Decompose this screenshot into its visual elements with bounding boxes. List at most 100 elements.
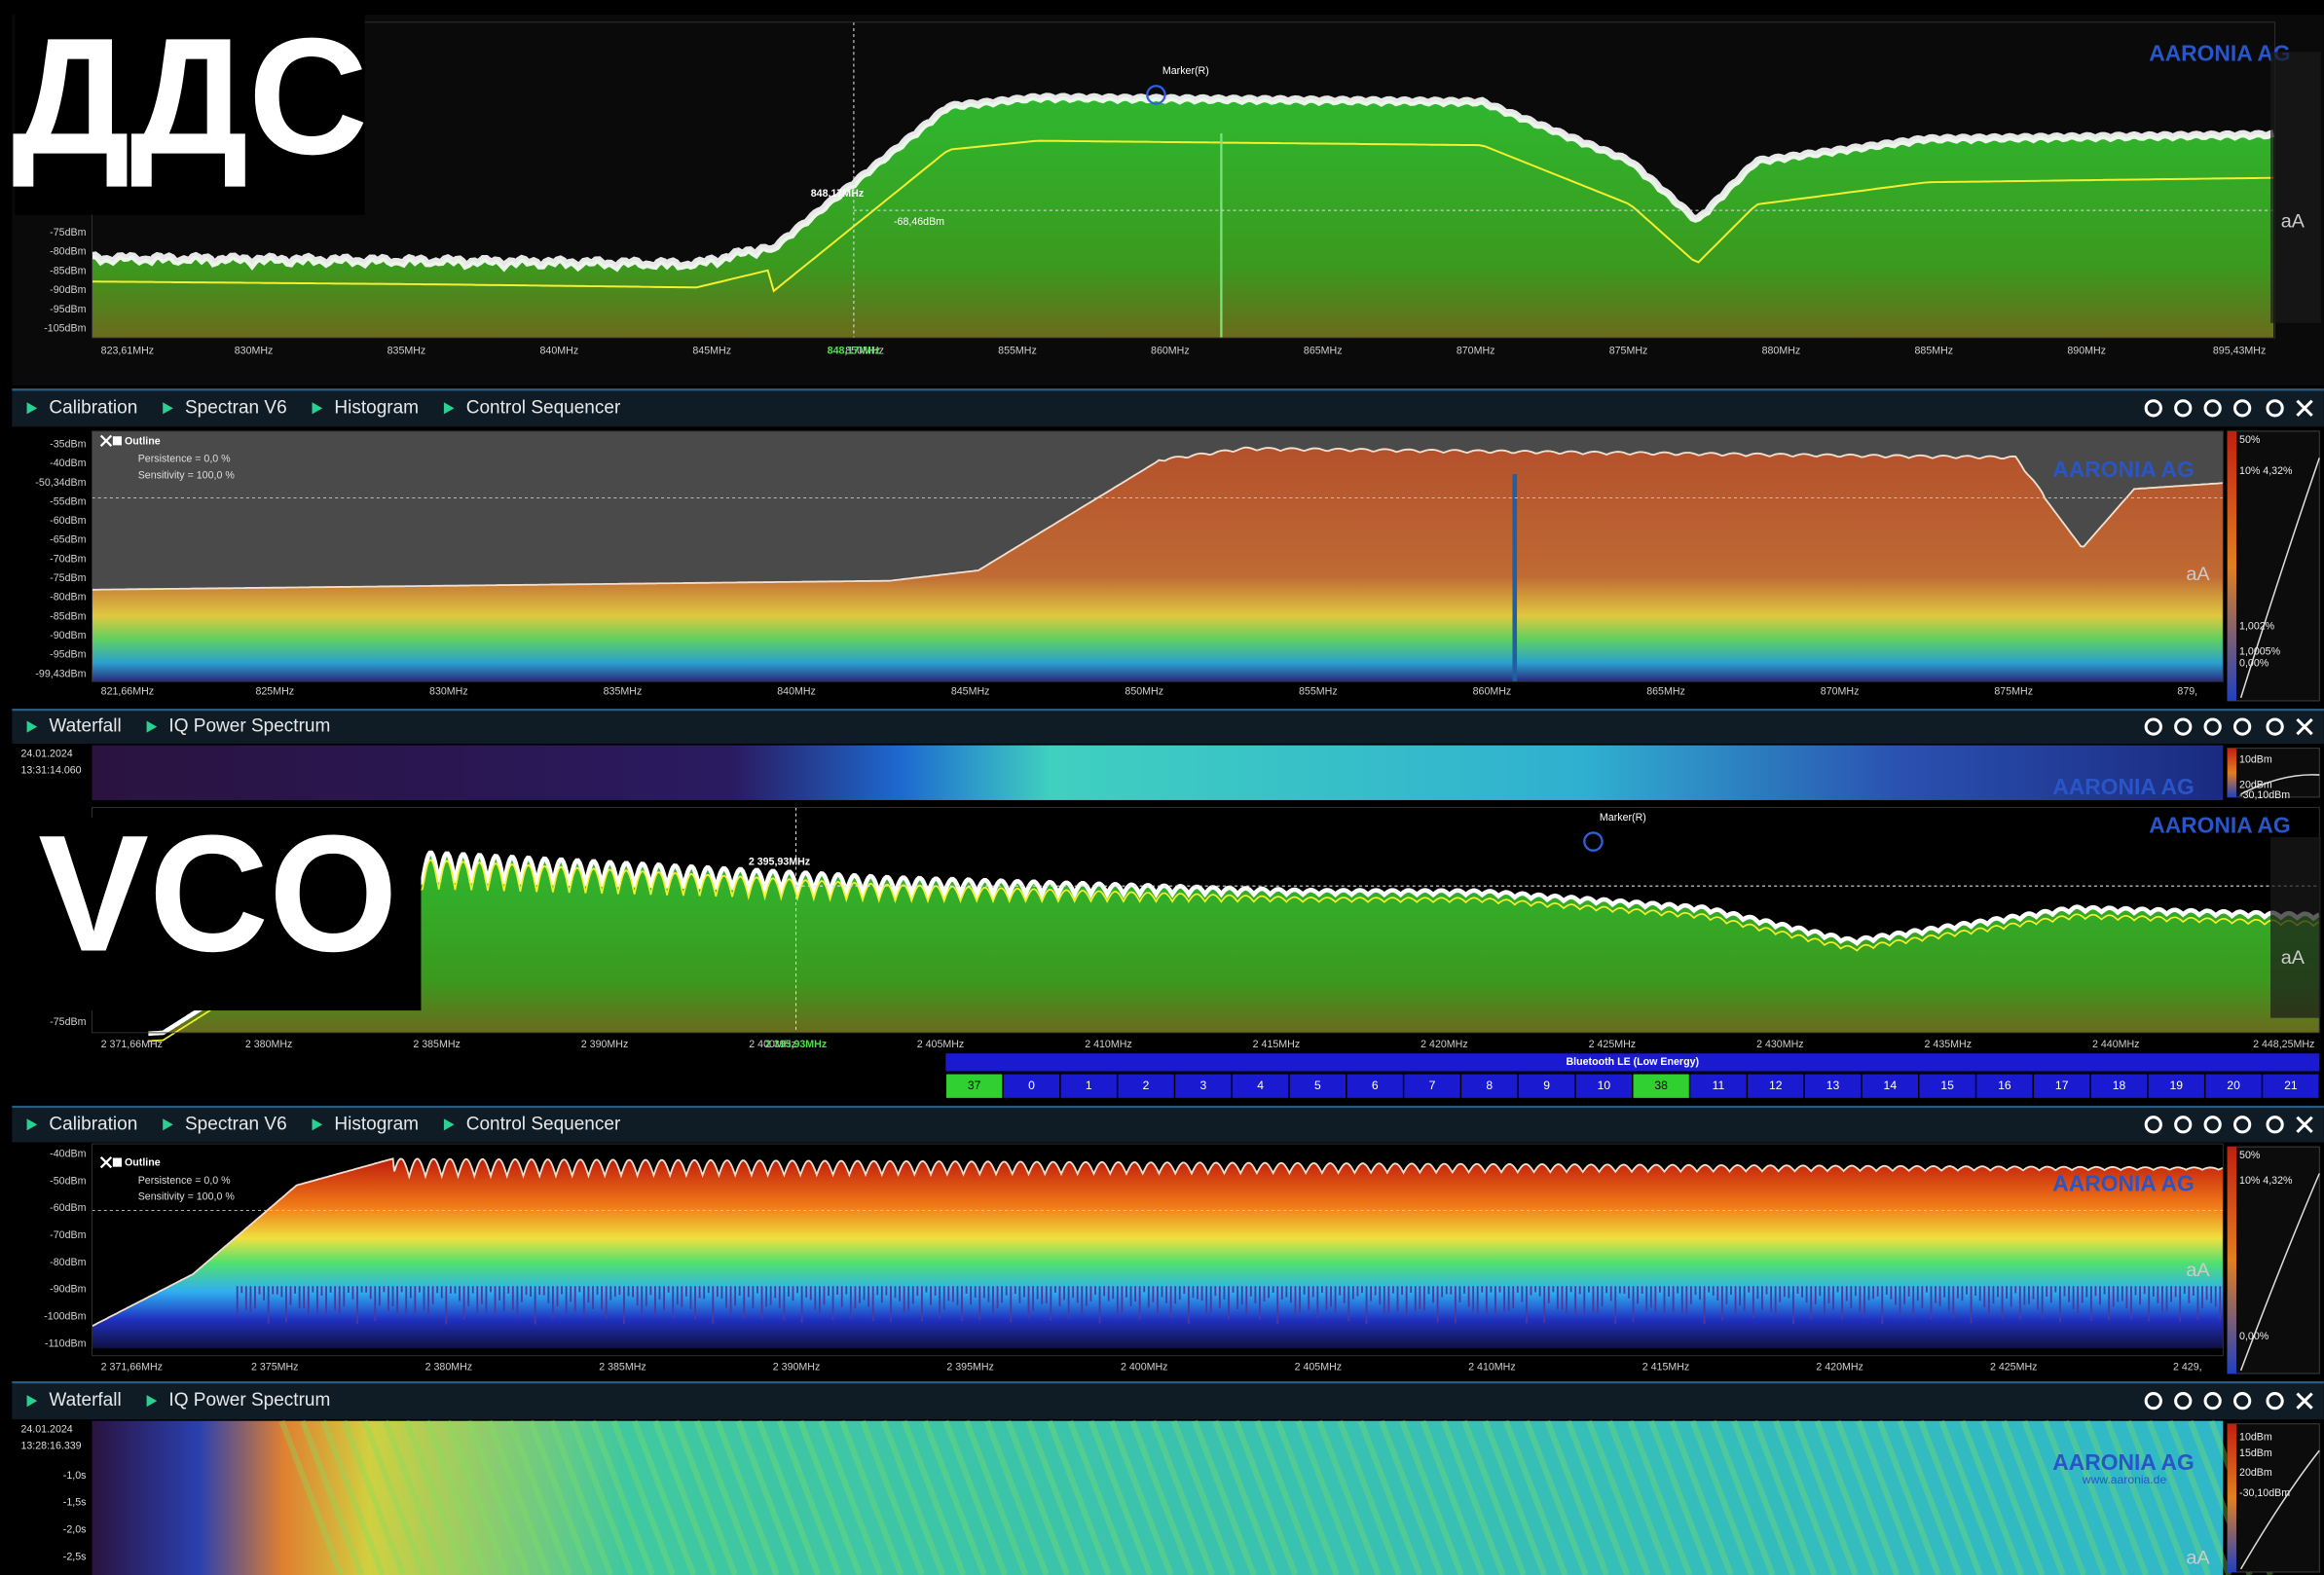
x-tick-label: 2 435MHz — [1925, 1039, 1973, 1050]
tab[interactable]: Waterfall — [49, 1390, 121, 1410]
side-scale-bar — [2228, 431, 2236, 701]
tab[interactable]: Histogram — [334, 397, 419, 418]
band-title: Bluetooth LE (Low Energy) — [1566, 1056, 1699, 1068]
tab[interactable]: Histogram — [334, 1114, 419, 1134]
channel-label: 21 — [2284, 1079, 2298, 1092]
y-tick-label: -50dBm — [50, 1175, 86, 1187]
x-tick-label: 2 410MHz — [1085, 1039, 1132, 1050]
tool-button: aA — [2186, 1547, 2210, 1568]
tab[interactable]: IQ Power Spectrum — [168, 716, 330, 737]
legend-box — [113, 1158, 122, 1167]
y-tick-label: -60dBm — [50, 515, 86, 527]
tab[interactable]: Waterfall — [49, 716, 121, 737]
scale-label: 1,0005% — [2239, 646, 2281, 658]
x-tick-label: 855MHz — [998, 346, 1037, 357]
marker-freq: 848,17MHz — [811, 188, 864, 200]
y-tick-label: -99,43dBm — [35, 668, 86, 679]
channel-label: 6 — [1372, 1079, 1379, 1092]
scale-label: 20dBm — [2239, 1467, 2272, 1479]
x-tick-label: 2 390MHz — [773, 1362, 821, 1374]
x-tick-label: 2 420MHz — [1816, 1362, 1863, 1374]
time-label: -2,5s — [63, 1552, 87, 1563]
x-tick-label: 2 380MHz — [425, 1362, 472, 1374]
y-tick-label: -90dBm — [50, 284, 86, 296]
x-tick-label: 2 420MHz — [1420, 1039, 1468, 1050]
legend-text: Sensitivity = 100,0 % — [138, 469, 236, 481]
waterfall — [92, 746, 2224, 800]
overlay-label: VCO — [38, 802, 397, 987]
legend-text: Sensitivity = 100,0 % — [138, 1191, 236, 1203]
scale-label: 10dBm — [2239, 1431, 2272, 1443]
y-tick-label: -75dBm — [50, 227, 86, 238]
marker-axis-label: 848,17MHz — [828, 346, 880, 357]
y-tick-label: -80dBm — [50, 1257, 86, 1268]
x-tick-label: 860MHz — [1151, 346, 1190, 357]
x-tick-label: 840MHz — [777, 686, 816, 698]
y-tick-label: -40dBm — [50, 458, 86, 469]
x-tick-label: 2 371,66MHz — [101, 1362, 163, 1374]
x-tick-label: 2 410MHz — [1468, 1362, 1516, 1374]
x-tick-label: 855MHz — [1299, 686, 1338, 698]
legend-text: Persistence = 0,0 % — [138, 454, 231, 465]
scale-label: 10% 4,32% — [2239, 1175, 2293, 1187]
marker-name: Marker(R) — [1162, 65, 1209, 77]
logo: AARONIA AG — [2149, 40, 2290, 65]
marker-level: -68,46dBm — [894, 216, 944, 228]
timestamp-date: 24.01.2024 — [20, 749, 72, 760]
x-tick-label: 870MHz — [1457, 346, 1495, 357]
channel-label: 17 — [2055, 1079, 2069, 1092]
tab[interactable]: Calibration — [49, 397, 137, 418]
scale-label: -30,10dBm — [2239, 1487, 2290, 1499]
y-tick-label: -100dBm — [44, 1311, 86, 1323]
marker-name: Marker(R) — [1600, 812, 1646, 824]
x-tick-label: 830MHz — [429, 686, 468, 698]
time-label: -2,0s — [63, 1524, 87, 1536]
x-tick-label: 870MHz — [1821, 686, 1860, 698]
legend-text: Persistence = 0,0 % — [138, 1175, 231, 1187]
channel-label: 12 — [1769, 1079, 1783, 1092]
scale-label: 0,00% — [2239, 658, 2269, 670]
x-tick-label: 890MHz — [2067, 346, 2106, 357]
legend-box — [113, 436, 122, 445]
x-tick-label: 2 405MHz — [1295, 1362, 1342, 1374]
x-tick-label: 835MHz — [604, 686, 643, 698]
logo: AARONIA AG — [2052, 457, 2194, 482]
tab[interactable]: Control Sequencer — [466, 397, 621, 418]
y-tick-label: -35dBm — [50, 438, 86, 450]
x-tick-label: 875MHz — [1609, 346, 1648, 357]
x-tick-label: 823,61MHz — [101, 346, 154, 357]
x-tick-label: 865MHz — [1304, 346, 1343, 357]
y-tick-label: -65dBm — [50, 534, 86, 546]
y-tick-label: -40dBm — [50, 1149, 86, 1160]
scale-label: 50% — [2239, 1150, 2261, 1161]
y-tick-label: -60dBm — [50, 1202, 86, 1214]
tab[interactable]: Control Sequencer — [466, 1114, 621, 1134]
x-tick-label: 895,43MHz — [2213, 346, 2266, 357]
x-tick-label: 845MHz — [692, 346, 731, 357]
channel-label: 1 — [1086, 1079, 1092, 1092]
channel-label: 11 — [1713, 1079, 1725, 1092]
y-tick-label: -70dBm — [50, 553, 86, 565]
channel-label: 13 — [1826, 1079, 1840, 1092]
tab[interactable]: Calibration — [49, 1114, 137, 1134]
channel-label: 19 — [2170, 1079, 2184, 1092]
x-tick-label: 2 371,66MHz — [101, 1039, 163, 1050]
x-tick-label: 860MHz — [1473, 686, 1512, 698]
channel-label: 16 — [1998, 1079, 2011, 1092]
channel-label: 37 — [968, 1079, 981, 1092]
x-tick-label: 2 395MHz — [946, 1362, 993, 1374]
timestamp-time: 13:31:14.060 — [20, 764, 81, 776]
timestamp-time: 13:28:16.339 — [20, 1440, 81, 1451]
tool-button: aA — [2186, 564, 2210, 585]
channel-label: 14 — [1884, 1079, 1898, 1092]
y-tick-label: -110dBm — [45, 1337, 87, 1349]
y-tick-label: -80dBm — [50, 592, 86, 604]
tab[interactable]: Spectran V6 — [185, 397, 287, 418]
x-tick-label: 2 429, — [2173, 1362, 2202, 1374]
tab[interactable]: IQ Power Spectrum — [168, 1390, 330, 1410]
scale-label: -30,10dBm — [2239, 789, 2290, 801]
tab[interactable]: Spectran V6 — [185, 1114, 287, 1134]
legend-title: Outline — [125, 1157, 161, 1169]
logo: AARONIA AG — [2149, 812, 2290, 837]
time-label: -1,5s — [63, 1497, 87, 1509]
